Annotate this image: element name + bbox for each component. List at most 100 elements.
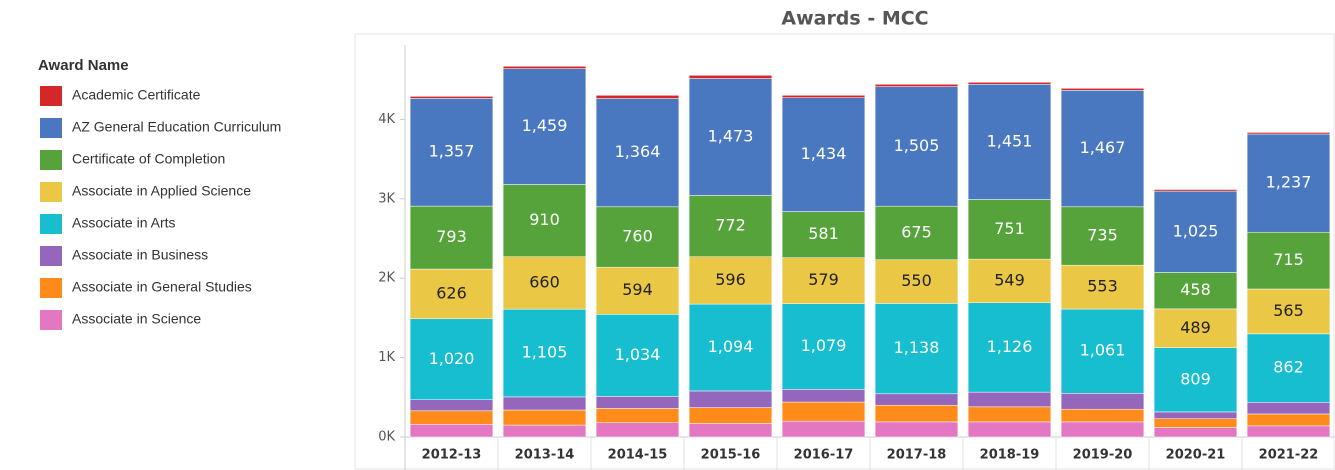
- bar-segment: [502, 66, 587, 69]
- data-label: 715: [1273, 250, 1304, 269]
- bar-segment: [967, 84, 1052, 200]
- y-tick-label: 2K: [378, 271, 395, 286]
- bar-segment: [874, 84, 959, 87]
- bar-segment: [781, 95, 866, 98]
- bar-segment: [595, 396, 680, 409]
- bar-segment: [595, 408, 680, 423]
- chart-title: Awards - MCC: [781, 8, 928, 30]
- data-label: 489: [1180, 318, 1211, 337]
- bar-segment: [874, 259, 959, 304]
- data-label: 1,126: [987, 337, 1033, 356]
- bar-segment: [1060, 308, 1145, 394]
- bar-segment: [781, 401, 866, 422]
- bar-segment: [874, 86, 959, 207]
- data-label: 1,364: [615, 142, 661, 161]
- bar-segment: [967, 421, 1052, 438]
- bar-segment: [409, 98, 494, 207]
- x-tick-label: 2017-18: [887, 448, 947, 463]
- bar-segment: [595, 314, 680, 397]
- data-label: 581: [808, 224, 839, 243]
- bar-segment: [502, 396, 587, 411]
- data-label: 1,467: [1080, 138, 1126, 157]
- x-tick-label: 2015-16: [701, 448, 761, 463]
- data-label: 1,061: [1080, 341, 1126, 360]
- bar-segment: [781, 420, 866, 438]
- data-label: 565: [1273, 301, 1304, 320]
- bar-segment: [502, 68, 587, 185]
- data-label: 809: [1180, 369, 1211, 388]
- bar-segment: [1246, 133, 1331, 233]
- bar-segment: [781, 389, 866, 403]
- x-tick-label: 2018-19: [980, 448, 1040, 463]
- y-tick-label: 3K: [378, 191, 395, 206]
- bar-segment: [409, 318, 494, 401]
- bar-segment: [1153, 411, 1238, 419]
- bar-segment: [1060, 90, 1145, 208]
- bar-segment: [1246, 132, 1331, 135]
- data-label: 1,505: [894, 136, 940, 155]
- bar-segment: [688, 195, 773, 258]
- legend-swatch: [40, 182, 62, 202]
- bar-segment: [595, 98, 680, 208]
- bar-segment: [1153, 189, 1238, 192]
- bar-segment: [1246, 413, 1331, 427]
- data-label: 626: [436, 283, 467, 302]
- bar-segment: [874, 404, 959, 423]
- bar-segment: [595, 95, 680, 99]
- bar-segment: [502, 184, 587, 258]
- data-label: 735: [1087, 225, 1118, 244]
- legend-label: Associate in Applied Science: [72, 183, 251, 199]
- bar-segment: [409, 410, 494, 425]
- bar-segment: [781, 97, 866, 212]
- bar-segment: [595, 266, 680, 315]
- legend-label: Associate in General Studies: [72, 279, 252, 295]
- legend-label: Associate in Business: [72, 247, 208, 263]
- bar-segment: [1246, 402, 1331, 415]
- y-tick-label: 0K: [378, 430, 395, 445]
- legend-label: Certificate of Completion: [72, 151, 225, 167]
- legend-swatch: [40, 278, 62, 298]
- legend-swatch: [40, 118, 62, 138]
- bar-segment: [874, 421, 959, 438]
- bar-segment: [688, 256, 773, 305]
- bar-segment: [781, 303, 866, 390]
- data-label: 793: [436, 227, 467, 246]
- bar-segment: [688, 78, 773, 196]
- bar-segment: [874, 393, 959, 406]
- bar-segment: [967, 302, 1052, 393]
- data-label: 579: [808, 270, 839, 289]
- bar-segment: [1153, 427, 1238, 438]
- legend-label: Associate in Arts: [72, 215, 176, 231]
- bar-segment: [409, 424, 494, 438]
- x-tick-label: 2012-13: [422, 448, 482, 463]
- bar-segment: [502, 424, 587, 438]
- data-label: 1,357: [429, 142, 475, 161]
- y-tick-label: 4K: [378, 112, 395, 127]
- data-label: 553: [1087, 277, 1118, 296]
- bar-segment: [1153, 190, 1238, 273]
- data-label: 862: [1273, 358, 1304, 377]
- bar-segment: [688, 407, 773, 424]
- x-tick-label: 2019-20: [1073, 448, 1133, 463]
- legend-swatch: [40, 246, 62, 266]
- bar-segment: [409, 399, 494, 412]
- bar-segment: [1060, 393, 1145, 410]
- bar-segment: [1153, 272, 1238, 310]
- legend-swatch: [40, 310, 62, 330]
- data-label: 1,105: [522, 343, 568, 362]
- x-tick-label: 2013-14: [515, 448, 575, 463]
- y-tick-label: 1K: [378, 350, 395, 365]
- bar-segment: [595, 422, 680, 438]
- data-label: 1,451: [987, 131, 1033, 150]
- legend-swatch: [40, 150, 62, 170]
- bar-segment: [409, 96, 494, 99]
- data-label: 910: [529, 210, 560, 229]
- bar-segment: [409, 205, 494, 270]
- data-label: 596: [715, 270, 746, 289]
- data-label: 1,094: [708, 337, 754, 356]
- legend-label: AZ General Education Curriculum: [72, 119, 281, 135]
- legend-swatch: [40, 86, 62, 106]
- bar-segment: [1060, 421, 1145, 438]
- data-label: 1,473: [708, 126, 754, 145]
- legend-label: Academic Certificate: [72, 87, 201, 103]
